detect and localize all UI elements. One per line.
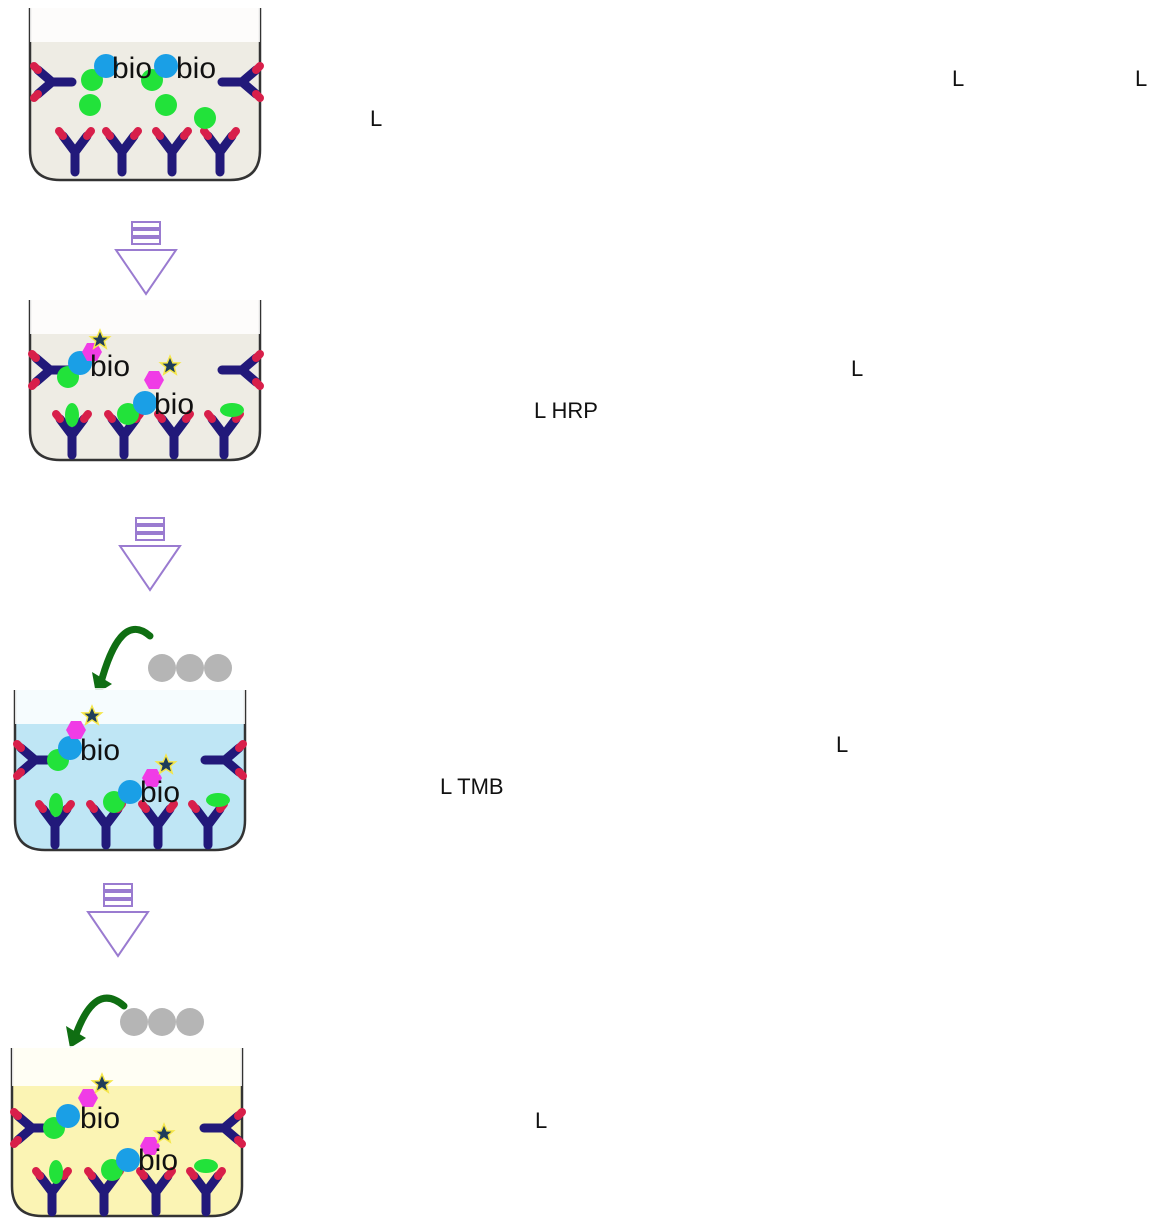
detection-antibodies-3: [58, 736, 142, 804]
reagent-addition-4: [66, 994, 204, 1048]
step-4-well: bio bio: [12, 1046, 242, 1218]
bio-label: bio: [112, 52, 152, 85]
bio-label: bio: [90, 350, 130, 383]
caption-label: L: [851, 356, 863, 381]
detection-antibodies-1: [94, 54, 178, 78]
reagent-addition-3: [92, 625, 232, 694]
step-1-well: bio bio: [28, 4, 260, 182]
step-2-well: bio bio: [30, 296, 260, 462]
bio-label: bio: [176, 52, 216, 85]
caption-label: L TMB: [440, 774, 504, 799]
antigens-1: [79, 69, 216, 129]
detection-antibodies-4: [56, 1104, 140, 1172]
caption-label: L: [370, 106, 382, 131]
caption-label: L: [1135, 66, 1147, 91]
bio-label: bio: [140, 776, 180, 809]
step-arrow-1: [115, 221, 177, 295]
step-3-well: bio bio: [15, 688, 245, 852]
caption-label: L: [836, 732, 848, 757]
bio-label: bio: [80, 734, 120, 767]
step-arrow-2: [119, 517, 181, 591]
caption-label: L HRP: [534, 398, 598, 423]
bio-label: bio: [138, 1144, 178, 1177]
antigens-4: [43, 1117, 218, 1184]
caption-label: L: [535, 1108, 547, 1133]
bio-label: bio: [154, 388, 194, 421]
step-arrow-3: [87, 883, 149, 957]
caption-label: L: [952, 66, 964, 91]
bio-label: bio: [80, 1102, 120, 1135]
